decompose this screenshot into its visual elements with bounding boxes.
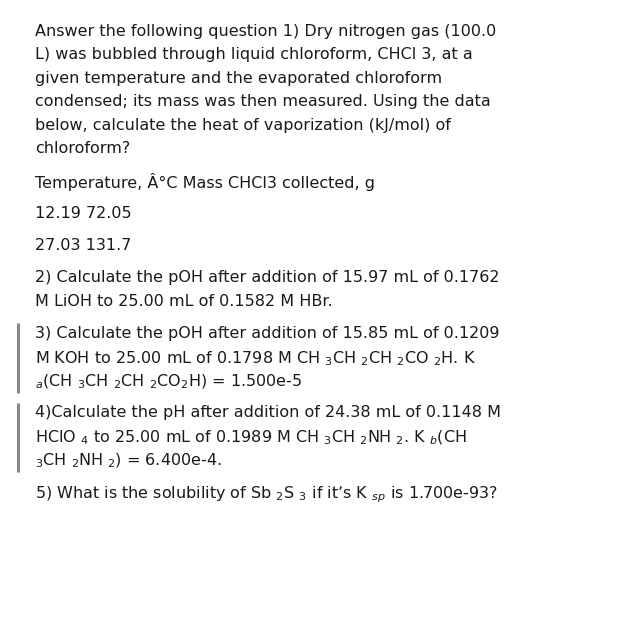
Text: $_{3}$CH $_{2}$NH $_{2}$) = 6.400e-4.: $_{3}$CH $_{2}$NH $_{2}$) = 6.400e-4. (35, 452, 222, 470)
Text: given temperature and the evaporated chloroform: given temperature and the evaporated chl… (35, 71, 442, 86)
Text: 27.03 131.7: 27.03 131.7 (35, 238, 132, 253)
Text: 3) Calculate the pOH after addition of 15.85 mL of 0.1209: 3) Calculate the pOH after addition of 1… (35, 326, 500, 341)
Text: M LiOH to 25.00 mL of 0.1582 M HBr.: M LiOH to 25.00 mL of 0.1582 M HBr. (35, 294, 333, 309)
Text: condensed; its mass was then measured. Using the data: condensed; its mass was then measured. U… (35, 94, 491, 109)
Text: 12.19 72.05: 12.19 72.05 (35, 205, 132, 220)
Text: HClO $_{4}$ to 25.00 mL of 0.1989 M CH $_{3}$CH $_{2}$NH $_{2}$. K $_{b}$(CH: HClO $_{4}$ to 25.00 mL of 0.1989 M CH $… (35, 428, 467, 447)
Text: Temperature, Â°C Mass CHCl3 collected, g: Temperature, Â°C Mass CHCl3 collected, g (35, 173, 376, 192)
Text: 2) Calculate the pOH after addition of 15.97 mL of 0.1762: 2) Calculate the pOH after addition of 1… (35, 270, 500, 285)
Text: chloroform?: chloroform? (35, 141, 131, 156)
Text: $_{a}$(CH $_{3}$CH $_{2}$CH $_{2}$CO$_{2}$H) = 1.500e-5: $_{a}$(CH $_{3}$CH $_{2}$CH $_{2}$CO$_{2… (35, 372, 303, 391)
Text: below, calculate the heat of vaporization (kJ/mol) of: below, calculate the heat of vaporizatio… (35, 118, 451, 133)
Text: 5) What is the solubility of Sb $_{2}$S $_{3}$ if it’s K $_{sp}$ is 1.700e-93?: 5) What is the solubility of Sb $_{2}$S … (35, 484, 498, 505)
Text: M KOH to 25.00 mL of 0.1798 M CH $_{3}$CH $_{2}$CH $_{2}$CO $_{2}$H. K: M KOH to 25.00 mL of 0.1798 M CH $_{3}$C… (35, 349, 476, 368)
Text: 4)Calculate the pH after addition of 24.38 mL of 0.1148 M: 4)Calculate the pH after addition of 24.… (35, 405, 502, 420)
Text: Answer the following question 1) Dry nitrogen gas (100.0: Answer the following question 1) Dry nit… (35, 24, 496, 39)
Text: L) was bubbled through liquid chloroform, CHCl 3, at a: L) was bubbled through liquid chloroform… (35, 48, 473, 62)
